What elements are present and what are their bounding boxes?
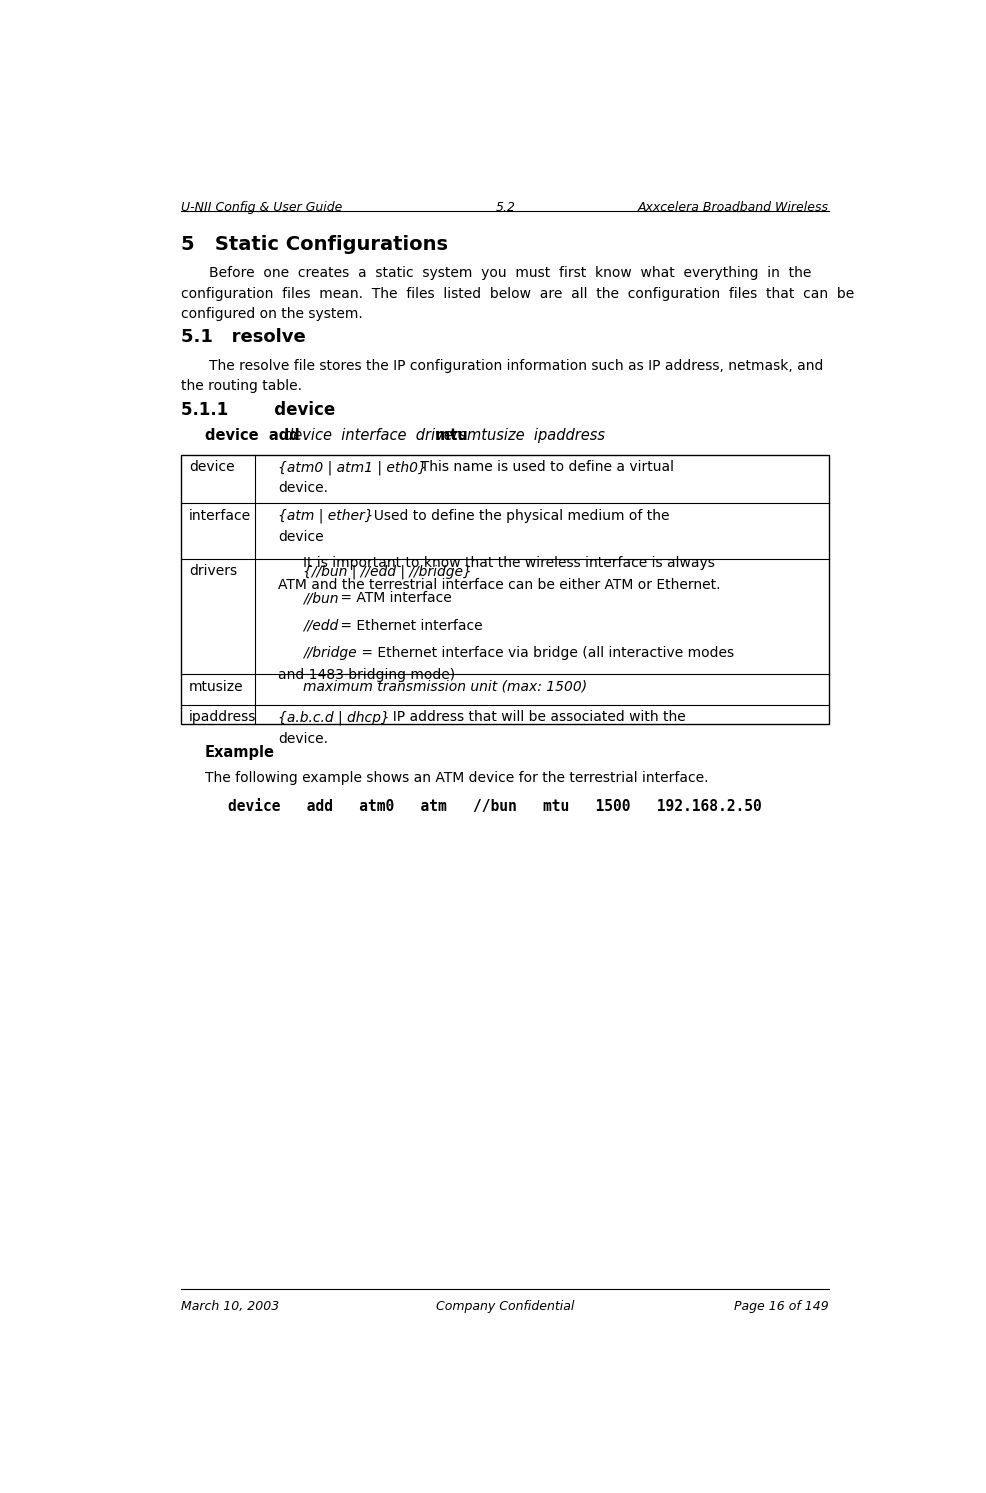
- Text: Page 16 of 149: Page 16 of 149: [734, 1299, 828, 1312]
- Text: U-NII Config & User Guide: U-NII Config & User Guide: [181, 200, 343, 213]
- Text: IP address that will be associated with the: IP address that will be associated with …: [385, 711, 686, 724]
- Text: device   add   atm0   atm   //bun   mtu   1500   192.168.2.50: device add atm0 atm //bun mtu 1500 192.1…: [228, 799, 761, 814]
- Text: Example: Example: [205, 745, 275, 760]
- Text: configuration  files  mean.  The  files  listed  below  are  all  the  configura: configuration files mean. The files list…: [181, 287, 855, 300]
- Text: = Ethernet interface via bridge (all interactive modes: = Ethernet interface via bridge (all int…: [357, 646, 735, 660]
- Text: {atm0 | atm1 | eth0}: {atm0 | atm1 | eth0}: [278, 460, 427, 475]
- Text: The following example shows an ATM device for the terrestrial interface.: The following example shows an ATM devic…: [205, 770, 708, 784]
- Text: The resolve file stores the IP configuration information such as IP address, net: The resolve file stores the IP configura…: [208, 358, 823, 373]
- Text: March 10, 2003: March 10, 2003: [181, 1299, 280, 1312]
- Text: ipaddress: ipaddress: [189, 711, 256, 724]
- Text: {//bun | //edd | //bridge}: {//bun | //edd | //bridge}: [303, 564, 472, 579]
- Text: Used to define the physical medium of the: Used to define the physical medium of th…: [365, 509, 669, 523]
- Text: //bun: //bun: [303, 591, 338, 606]
- Text: device  interface  drivers: device interface drivers: [284, 428, 475, 443]
- Text: 5.1   resolve: 5.1 resolve: [181, 328, 306, 346]
- Text: drivers: drivers: [189, 564, 238, 578]
- Text: device  add: device add: [205, 428, 310, 443]
- Text: device.: device.: [278, 732, 328, 745]
- Text: Before  one  creates  a  static  system  you  must  first  know  what  everythin: Before one creates a static system you m…: [208, 266, 810, 281]
- Text: Axxcelera Broadband Wireless: Axxcelera Broadband Wireless: [638, 200, 828, 213]
- Text: {atm | ether}: {atm | ether}: [278, 509, 374, 523]
- Text: device.: device.: [278, 481, 328, 496]
- Text: mtu: mtu: [435, 428, 478, 443]
- Text: mtusize: mtusize: [189, 679, 244, 694]
- Text: Company Confidential: Company Confidential: [436, 1299, 575, 1312]
- Text: //bridge: //bridge: [303, 646, 357, 660]
- Text: 5.2: 5.2: [495, 200, 516, 213]
- Text: and 1483 bridging mode): and 1483 bridging mode): [278, 667, 456, 682]
- Text: {a.b.c.d | dhcp}: {a.b.c.d | dhcp}: [278, 711, 390, 726]
- Bar: [181, 455, 828, 724]
- Text: It is important to know that the wireless interface is always: It is important to know that the wireles…: [303, 557, 715, 570]
- Text: 5.1.1        device: 5.1.1 device: [181, 402, 335, 420]
- Text: ATM and the terrestrial interface can be either ATM or Ethernet.: ATM and the terrestrial interface can be…: [278, 578, 721, 593]
- Text: = ATM interface: = ATM interface: [336, 591, 453, 606]
- Text: the routing table.: the routing table.: [181, 379, 303, 393]
- Text: maximum transmission unit (max: 1500): maximum transmission unit (max: 1500): [303, 679, 588, 694]
- Text: interface: interface: [189, 509, 251, 523]
- Text: device: device: [189, 460, 235, 475]
- Text: configured on the system.: configured on the system.: [181, 308, 363, 321]
- Text: 5   Static Configurations: 5 Static Configurations: [181, 236, 449, 254]
- Text: mtusize  ipaddress: mtusize ipaddress: [467, 428, 605, 443]
- Text: This name is used to define a virtual: This name is used to define a virtual: [411, 460, 673, 475]
- Text: = Ethernet interface: = Ethernet interface: [336, 618, 483, 633]
- Text: device: device: [278, 530, 323, 543]
- Text: //edd: //edd: [303, 618, 338, 633]
